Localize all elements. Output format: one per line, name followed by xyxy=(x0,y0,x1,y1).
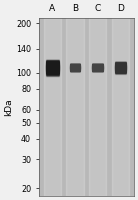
Y-axis label: kDa: kDa xyxy=(4,98,13,116)
Bar xyxy=(44,18,61,196)
Bar xyxy=(66,18,83,196)
Bar xyxy=(112,18,129,196)
Bar xyxy=(89,18,106,196)
